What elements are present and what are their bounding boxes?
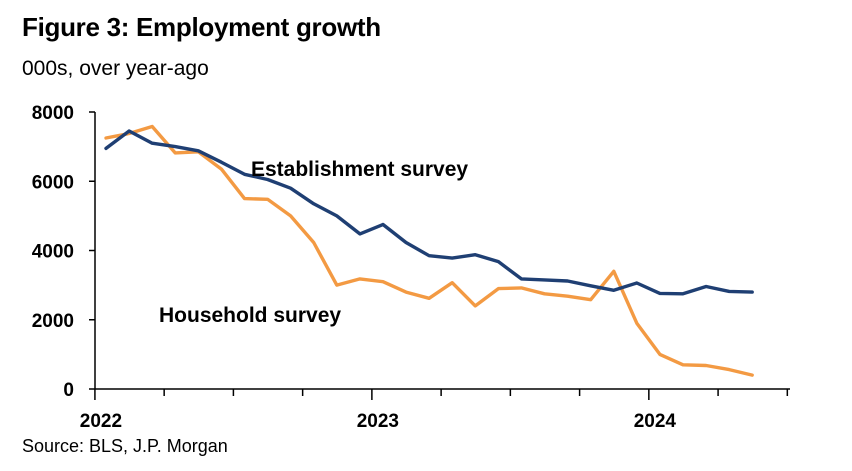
- chart-axes: 0 2000 4000 6000 8000 2022 2023 2024: [32, 103, 790, 432]
- chart-series-labels: Establishment survey Household survey: [159, 158, 468, 327]
- x-tick-label: 2022: [80, 411, 122, 432]
- chart-title: Figure 3: Employment growth: [22, 12, 381, 42]
- x-tick-label: 2024: [634, 411, 677, 432]
- source-note: Source: BLS, J.P. Morgan: [22, 436, 228, 456]
- series-line-establishment: [104, 129, 754, 296]
- chart-lines: [104, 124, 754, 377]
- y-tick-label: 8000: [32, 103, 74, 124]
- series-label-household: Household survey: [159, 304, 341, 327]
- series-label-establishment: Establishment survey: [251, 158, 468, 181]
- y-tick-label: 4000: [32, 242, 74, 263]
- y-tick-label: 6000: [32, 172, 74, 193]
- series-line-household: [104, 124, 754, 377]
- y-tick-label: 0: [63, 380, 74, 401]
- y-tick-label: 2000: [32, 311, 74, 332]
- x-tick-label: 2023: [357, 411, 399, 432]
- chart-subtitle: 000s, over year-ago: [22, 57, 209, 80]
